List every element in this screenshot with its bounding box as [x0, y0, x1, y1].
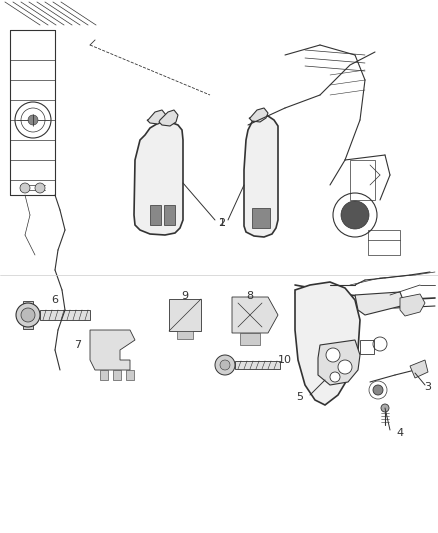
Polygon shape [169, 299, 201, 331]
Polygon shape [232, 297, 278, 333]
Polygon shape [100, 370, 108, 380]
Polygon shape [177, 331, 193, 339]
Polygon shape [150, 205, 161, 225]
Text: 9: 9 [181, 291, 189, 301]
Text: 8: 8 [247, 291, 254, 301]
Circle shape [220, 360, 230, 370]
Text: 1: 1 [219, 218, 226, 228]
Circle shape [338, 360, 352, 374]
FancyBboxPatch shape [235, 361, 280, 369]
Circle shape [21, 308, 35, 322]
Polygon shape [244, 116, 278, 237]
Polygon shape [126, 370, 134, 380]
Circle shape [28, 115, 38, 125]
Circle shape [215, 355, 235, 375]
Polygon shape [318, 340, 360, 385]
Text: 7: 7 [74, 340, 81, 350]
Polygon shape [90, 330, 135, 370]
Text: 10: 10 [278, 355, 292, 365]
Polygon shape [410, 360, 428, 378]
Polygon shape [113, 370, 121, 380]
Polygon shape [159, 110, 178, 126]
Text: 6: 6 [52, 295, 59, 305]
Text: 4: 4 [396, 428, 403, 438]
Polygon shape [355, 292, 405, 315]
Circle shape [330, 372, 340, 382]
Polygon shape [147, 110, 166, 124]
Polygon shape [240, 333, 260, 345]
Text: 5: 5 [297, 392, 304, 402]
Polygon shape [164, 205, 175, 225]
Polygon shape [295, 282, 360, 405]
Circle shape [35, 183, 45, 193]
Polygon shape [400, 294, 425, 316]
Circle shape [16, 303, 40, 327]
Text: 3: 3 [424, 382, 431, 392]
Circle shape [373, 385, 383, 395]
FancyBboxPatch shape [40, 310, 90, 320]
Circle shape [341, 201, 369, 229]
Circle shape [381, 404, 389, 412]
Polygon shape [134, 122, 183, 235]
Polygon shape [252, 208, 270, 228]
Circle shape [20, 183, 30, 193]
Polygon shape [249, 108, 268, 122]
Text: 2: 2 [219, 218, 226, 228]
FancyBboxPatch shape [23, 301, 33, 329]
Circle shape [326, 348, 340, 362]
